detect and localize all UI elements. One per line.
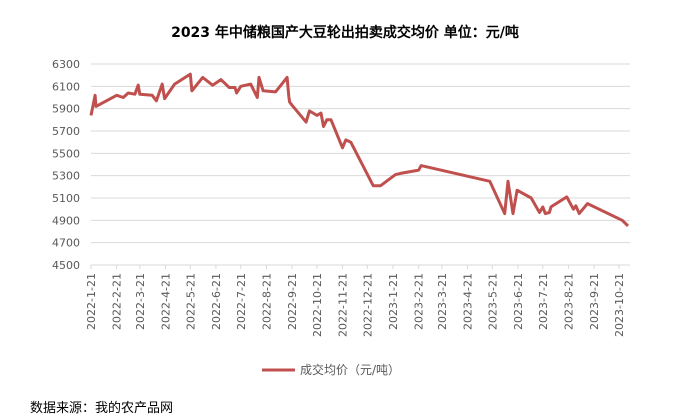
x-tick-label: 2022-9-21 [286, 273, 299, 330]
x-tick-label: 2022-2-21 [111, 273, 124, 330]
y-tick-label: 5700 [52, 125, 80, 138]
x-tick-label: 2022-10-21 [311, 273, 324, 337]
x-tick-label: 2023-7-21 [537, 273, 550, 330]
x-tick-label: 2022-7-21 [235, 273, 248, 330]
x-tick-label: 2022-3-21 [134, 273, 147, 330]
x-tick-label: 2023-6-21 [512, 273, 525, 330]
y-tick-label: 4500 [52, 259, 80, 272]
x-tick-label: 2023-5-21 [486, 273, 499, 330]
x-tick-label: 2023-1-21 [387, 273, 400, 330]
x-tick-label: 2022-11-21 [337, 273, 350, 337]
y-tick-label: 6100 [52, 80, 80, 93]
chart-title: 2023 年中储粮国产大豆轮出拍卖成交均价 单位：元/吨 [171, 24, 519, 41]
y-tick-label: 5900 [52, 103, 80, 116]
x-tick-label: 2023-8-21 [562, 273, 575, 330]
x-tick-label: 2022-6-21 [210, 273, 223, 330]
y-tick-label: 5100 [52, 192, 80, 205]
y-tick-label: 5500 [52, 147, 80, 160]
x-tick-label: 2023-4-21 [461, 273, 474, 330]
source: 数据来源：我的农产品网 [30, 400, 173, 416]
x-tick-label: 2023-10-21 [613, 273, 626, 337]
y-tick-label: 4900 [52, 214, 80, 227]
line [89, 72, 630, 227]
x-tick-label: 2023-2-21 [413, 273, 426, 330]
y-tick-label: 5300 [52, 170, 80, 183]
legend-label: 成交均价（元/吨） [300, 362, 400, 377]
x-tick-label: 2022-4-21 [159, 273, 172, 330]
y-tick-label: 6300 [52, 58, 80, 71]
y-tick-label: 4700 [52, 237, 80, 250]
x-tick-label: 2023-9-21 [588, 273, 601, 330]
x-tick-label: 2022-12-21 [361, 273, 374, 337]
x-tick-label: 2022-5-21 [184, 273, 197, 330]
x-tick-label: 2022-1-21 [85, 273, 98, 330]
x-tick-label: 2023-3-21 [436, 273, 449, 330]
x-tick-label: 2022-8-21 [260, 273, 273, 330]
